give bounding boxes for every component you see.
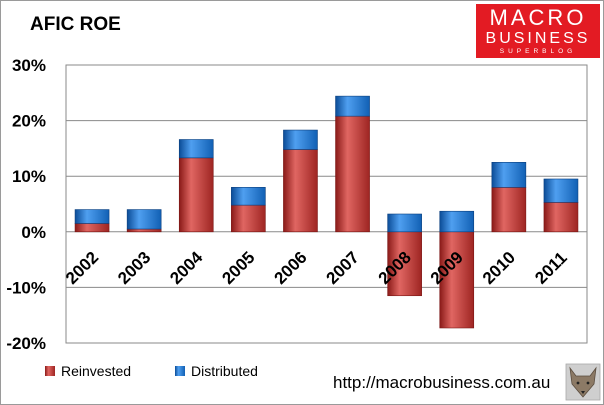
logo-background (476, 4, 600, 58)
bar-reinvested-2011 (543, 202, 579, 233)
plot-area: 2002 2003 2004 2005 2006 2007 2008 2009 2010 2011 (62, 64, 588, 344)
bar-reinvested-2010 (491, 187, 527, 233)
legend-swatch-reinvested (45, 366, 55, 376)
fox-icon (565, 363, 601, 401)
macrobusiness-logo: MACRO BUSINESS SUPERBLOG (476, 4, 600, 58)
bar-distributed-2003 (126, 209, 162, 230)
y-tick-label: 30% (12, 56, 46, 75)
bar-reinvested-2007 (335, 115, 370, 233)
bar-reinvested-2009 (439, 231, 475, 329)
bar-reinvested-2006 (283, 149, 318, 233)
logo-text-superblog: SUPERBLOG (500, 48, 576, 55)
bar-distributed-2010 (491, 162, 527, 188)
bar-reinvested-2004 (178, 157, 214, 233)
y-tick-label: 20% (12, 112, 46, 131)
bar-distributed-2011 (543, 178, 579, 203)
bar-reinvested-2005 (231, 204, 266, 233)
bar-distributed-2002 (74, 209, 110, 224)
source-url: http://macrobusiness.com.au (333, 373, 550, 392)
bar-distributed-2007 (335, 95, 370, 117)
legend: Reinvested Distributed (45, 363, 258, 379)
y-tick-label: 0% (21, 223, 46, 242)
bar-distributed-2009 (439, 210, 475, 233)
bar-distributed-2004 (178, 139, 214, 159)
bar-reinvested-2003 (126, 228, 162, 233)
logo-text-business: BUSINESS (486, 30, 591, 47)
bar-reinvested-2008 (387, 231, 422, 297)
chart-title: AFIC ROE (30, 14, 121, 35)
bar-distributed-2008 (387, 213, 422, 233)
bar-distributed-2006 (283, 129, 318, 150)
y-tick-label: -10% (6, 278, 46, 297)
legend-label-reinvested: Reinvested (61, 363, 131, 379)
bar-distributed-2005 (231, 187, 266, 206)
legend-swatch-distributed (175, 366, 185, 376)
bar-reinvested-2002 (74, 223, 110, 233)
legend-label-distributed: Distributed (191, 363, 258, 379)
y-tick-label: 10% (12, 167, 46, 186)
y-tick-label: -20% (6, 334, 46, 353)
logo-text-macro: MACRO (490, 5, 587, 30)
